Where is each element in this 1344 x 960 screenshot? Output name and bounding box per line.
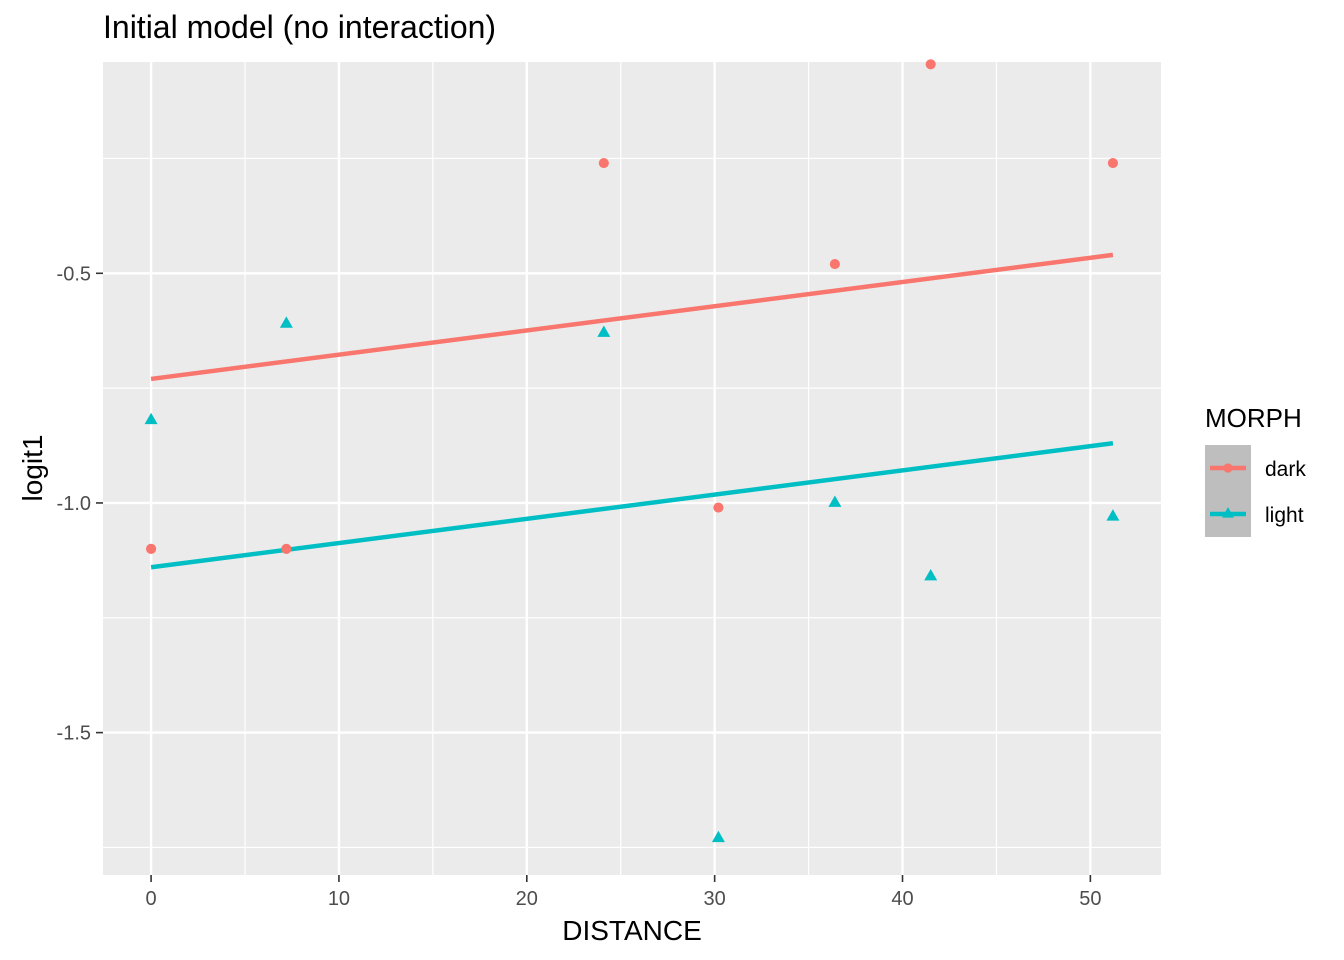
legend-item-light: light bbox=[1205, 491, 1304, 537]
point-dark bbox=[281, 544, 291, 554]
x-axis-ticks: 0 10 20 30 40 50 bbox=[146, 875, 1102, 910]
x-tick-label: 30 bbox=[704, 888, 726, 910]
y-axis-title: logit1 bbox=[17, 435, 48, 502]
legend-title: MORPH bbox=[1205, 403, 1302, 433]
legend-label-dark: dark bbox=[1265, 458, 1306, 481]
point-dark bbox=[830, 259, 840, 269]
point-dark bbox=[713, 502, 723, 512]
x-tick-label: 0 bbox=[146, 888, 157, 910]
legend-key-marker bbox=[1223, 463, 1232, 472]
point-dark bbox=[926, 59, 936, 69]
legend-label-light: light bbox=[1265, 504, 1304, 527]
x-tick-label: 10 bbox=[328, 888, 350, 910]
x-axis-title: DISTANCE bbox=[562, 915, 702, 946]
point-dark bbox=[1108, 158, 1118, 168]
point-dark bbox=[599, 158, 609, 168]
x-tick-label: 20 bbox=[516, 888, 538, 910]
plot-panel bbox=[103, 62, 1161, 875]
x-tick-label: 50 bbox=[1079, 888, 1101, 910]
y-axis-ticks: -1.5 -1.0 -0.5 bbox=[57, 263, 103, 744]
legend: MORPH dark light bbox=[1205, 403, 1306, 537]
x-tick-label: 40 bbox=[891, 888, 913, 910]
chart-title: Initial model (no interaction) bbox=[103, 9, 496, 45]
point-dark bbox=[146, 544, 156, 554]
y-tick-label: -1.5 bbox=[57, 723, 91, 745]
legend-item-dark: dark bbox=[1205, 445, 1306, 491]
y-tick-label: -0.5 bbox=[57, 263, 91, 285]
y-tick-label: -1.0 bbox=[57, 493, 91, 515]
